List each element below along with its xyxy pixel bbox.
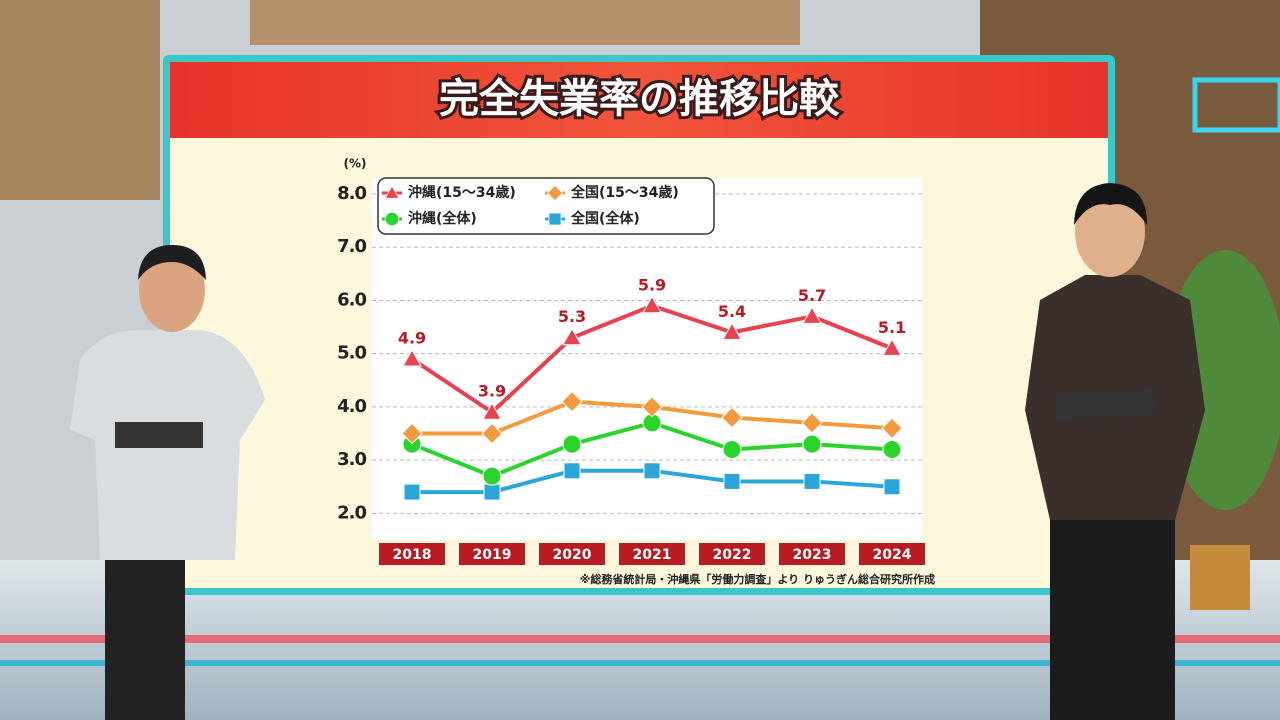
data-point — [642, 295, 662, 314]
data-point — [643, 462, 661, 480]
ceiling-lights — [250, 0, 800, 45]
trousers — [105, 540, 185, 720]
x-tick-label: 2022 — [713, 547, 752, 563]
presenter-left — [70, 245, 265, 720]
data-point — [803, 472, 821, 490]
y-tick-label: 4.0 — [337, 396, 366, 417]
trousers — [1050, 500, 1175, 720]
x-tick-box — [539, 543, 605, 565]
data-point — [883, 478, 901, 496]
data-label: 4.9 — [398, 329, 426, 348]
x-tick-label: 2020 — [553, 547, 592, 563]
data-point — [641, 396, 663, 418]
data-point — [881, 417, 903, 439]
source-note: ※総務省統計局・沖縄県「労働力調査」より りゅうぎん総合研究所作成 — [580, 572, 935, 586]
data-label: 5.7 — [798, 286, 826, 305]
data-point — [562, 434, 582, 454]
data-point — [722, 322, 742, 340]
data-point — [402, 348, 422, 367]
data-label: 3.9 — [478, 382, 506, 401]
y-tick-label: 6.0 — [337, 289, 366, 310]
data-point — [563, 462, 581, 480]
plant-pot — [1190, 545, 1250, 610]
chart-title: 完全失業率の推移比較 — [439, 76, 840, 122]
title-band — [170, 62, 1108, 138]
hair — [1074, 183, 1148, 225]
data-point — [482, 402, 502, 420]
head — [139, 248, 205, 332]
head — [1075, 187, 1145, 277]
legend-marker — [548, 212, 562, 226]
data-point — [562, 327, 582, 346]
chart: 2.0 3.0 4.0 5.0 6.0 7.0 8.0 2018 2019 2020 2021 202… — [337, 183, 925, 565]
legend-label: 沖縄(全体) — [408, 210, 477, 227]
x-tick-box — [859, 543, 925, 565]
y-tick-label: 5.0 — [337, 343, 366, 364]
neon-frame — [1192, 77, 1280, 133]
legend-marker — [384, 211, 400, 227]
plot-area — [372, 178, 922, 540]
x-tick-label: 2019 — [473, 547, 512, 563]
data-point — [882, 440, 902, 459]
legend: 沖縄(15〜34歳) 全国(15〜34歳) 沖縄(全体) 全国(全体) — [382, 184, 679, 227]
y-tick-label: 2.0 — [337, 502, 366, 523]
legend-marker — [546, 184, 564, 202]
legend-marker — [384, 185, 400, 199]
data-point — [561, 390, 583, 413]
y-tick-label: 3.0 — [337, 449, 366, 470]
data-point — [802, 306, 822, 324]
presenter-right — [1025, 183, 1205, 720]
y-tick-label: 8.0 — [337, 183, 366, 204]
data-point — [723, 472, 741, 490]
data-label: 5.4 — [718, 302, 746, 321]
x-tick-box — [459, 543, 525, 565]
floor-stripe — [0, 635, 1280, 643]
x-tick-box — [379, 543, 445, 565]
data-point — [482, 466, 502, 486]
legend-label: 沖縄(15〜34歳) — [408, 184, 516, 201]
x-tick-label: 2024 — [873, 547, 912, 563]
legend-label: 全国(15〜34歳) — [570, 184, 679, 201]
x-tick-label: 2018 — [393, 547, 432, 563]
y-axis-unit: (%) — [344, 157, 367, 171]
x-tick-box — [779, 543, 845, 565]
x-tick-box — [619, 543, 685, 565]
clipboard — [115, 422, 203, 448]
data-point — [401, 422, 423, 445]
data-label: 5.9 — [638, 275, 666, 294]
legend-box — [377, 177, 715, 235]
y-tick-label: 7.0 — [337, 236, 366, 257]
wood-panel — [0, 0, 160, 200]
data-label: 5.1 — [878, 318, 906, 337]
data-point — [721, 406, 743, 429]
floor-stripe — [0, 660, 1280, 666]
data-point — [802, 434, 822, 454]
x-tick-label: 2021 — [633, 547, 672, 563]
data-point — [403, 483, 421, 501]
data-point — [481, 422, 503, 445]
data-point — [722, 440, 742, 459]
data-point — [483, 483, 501, 501]
x-tick-box — [699, 543, 765, 565]
clipboard — [1054, 386, 1156, 422]
data-point — [882, 338, 902, 356]
hair — [138, 245, 206, 280]
x-tick-label: 2023 — [793, 547, 832, 563]
data-label: 5.3 — [558, 307, 586, 326]
legend-label: 全国(全体) — [570, 210, 640, 227]
data-point — [801, 412, 823, 434]
